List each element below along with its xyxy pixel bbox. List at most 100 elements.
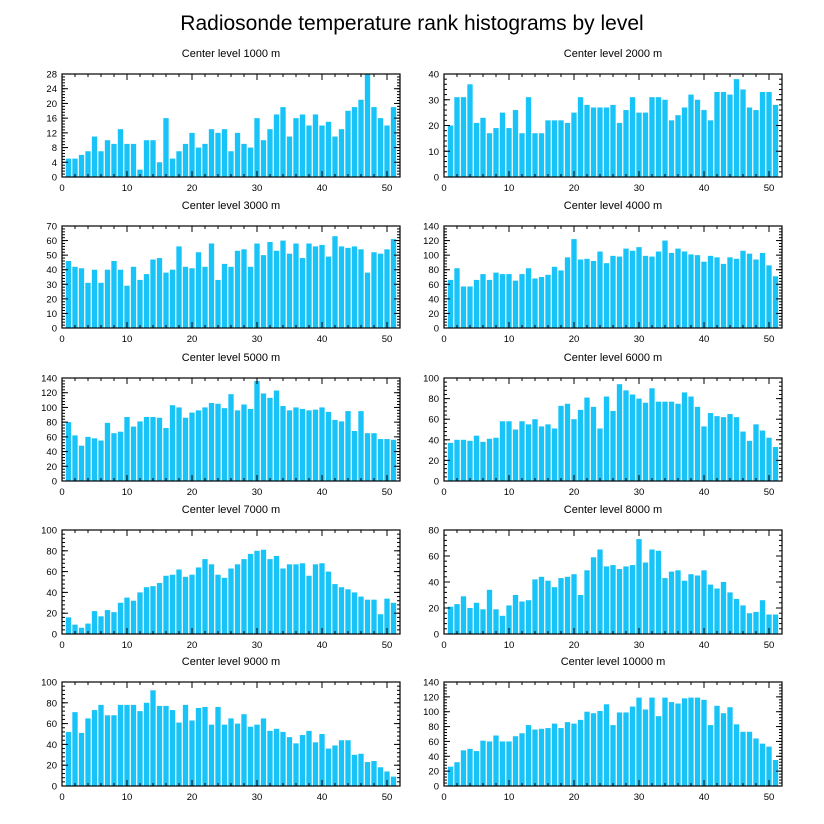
y-tick-label: 40 xyxy=(46,265,57,276)
bar xyxy=(629,250,636,328)
bar xyxy=(130,143,137,177)
bar xyxy=(707,413,714,481)
bar xyxy=(558,120,564,177)
bar xyxy=(202,706,208,786)
bar xyxy=(364,74,371,177)
x-tick-label: 0 xyxy=(59,183,64,194)
x-tick-label: 10 xyxy=(122,487,133,498)
bar xyxy=(390,602,397,634)
bar xyxy=(772,447,779,481)
bar xyxy=(649,697,655,786)
panel-title: Center level 9000 m xyxy=(182,656,280,668)
x-tick-label: 50 xyxy=(764,183,775,194)
bar xyxy=(221,577,228,634)
x-tick-label: 0 xyxy=(59,334,64,345)
bar xyxy=(91,136,98,177)
y-tick-label: 100 xyxy=(41,403,57,414)
bar xyxy=(371,433,377,481)
bar xyxy=(332,584,338,634)
bar xyxy=(371,599,377,634)
bar xyxy=(662,240,668,328)
bar xyxy=(480,117,486,177)
bar xyxy=(480,609,486,634)
bar xyxy=(169,710,176,786)
bar xyxy=(208,724,215,786)
bar xyxy=(460,439,467,481)
bar xyxy=(714,416,720,481)
bar xyxy=(228,718,234,786)
bar xyxy=(532,419,538,481)
bar xyxy=(345,411,351,481)
bar xyxy=(545,424,551,481)
bar xyxy=(636,247,642,328)
bar xyxy=(351,246,358,328)
bar xyxy=(377,118,384,177)
bar xyxy=(512,595,519,634)
bar xyxy=(675,115,681,177)
x-tick-label: 40 xyxy=(699,334,710,345)
x-tick-label: 20 xyxy=(187,334,198,345)
bar xyxy=(623,566,629,634)
bar xyxy=(701,426,707,481)
panel-1: Center level 1000 m 0 10 20 30 40 50 0 4 8 12 16 20 2… xyxy=(46,48,401,194)
bar xyxy=(629,706,636,786)
bar xyxy=(460,286,467,328)
y-tick-label: 40 xyxy=(428,294,439,305)
y-tick-label: 40 xyxy=(46,740,57,751)
bar xyxy=(78,154,85,177)
bar xyxy=(325,121,332,177)
bar xyxy=(293,118,299,177)
bar xyxy=(584,397,590,481)
y-tick-label: 20 xyxy=(428,121,439,132)
y-tick-label: 50 xyxy=(46,251,57,262)
bar xyxy=(766,437,772,481)
bar xyxy=(577,719,584,786)
panel-title: Center level 2000 m xyxy=(564,48,662,60)
bar xyxy=(454,439,460,481)
x-tick-label: 40 xyxy=(317,334,328,345)
bar xyxy=(358,249,364,328)
bar xyxy=(499,112,506,178)
bar xyxy=(306,243,312,328)
bar xyxy=(493,735,499,786)
bar xyxy=(733,598,740,634)
y-tick-label: 60 xyxy=(428,415,439,426)
bar xyxy=(506,128,512,177)
bar xyxy=(649,97,655,177)
bar xyxy=(254,724,260,786)
bar xyxy=(111,612,117,634)
bar xyxy=(182,266,189,328)
bar xyxy=(603,263,610,328)
bar xyxy=(636,539,642,634)
x-tick-label: 0 xyxy=(59,792,64,803)
x-tick-label: 40 xyxy=(317,792,328,803)
bar xyxy=(616,569,623,634)
bar xyxy=(234,723,241,786)
bar xyxy=(649,256,655,328)
bar xyxy=(519,733,525,786)
bar xyxy=(260,549,267,634)
bar xyxy=(564,722,571,786)
y-tick-label: 12 xyxy=(46,128,57,139)
bar xyxy=(260,140,267,177)
bar xyxy=(72,266,78,328)
bar xyxy=(746,731,753,786)
bar xyxy=(694,406,701,481)
bar xyxy=(111,715,117,786)
bar xyxy=(493,609,499,634)
bar xyxy=(772,276,779,328)
bar xyxy=(538,426,545,481)
bar xyxy=(104,269,111,328)
bar xyxy=(345,110,351,177)
bar xyxy=(143,702,150,786)
bar xyxy=(558,270,564,328)
bar xyxy=(538,576,545,634)
bar xyxy=(267,129,273,177)
bar xyxy=(254,243,260,328)
y-tick-label: 40 xyxy=(46,588,57,599)
y-tick-label: 100 xyxy=(423,707,439,718)
x-tick-label: 30 xyxy=(252,487,263,498)
bar xyxy=(338,246,345,328)
bar xyxy=(358,411,364,481)
bar xyxy=(740,605,746,634)
